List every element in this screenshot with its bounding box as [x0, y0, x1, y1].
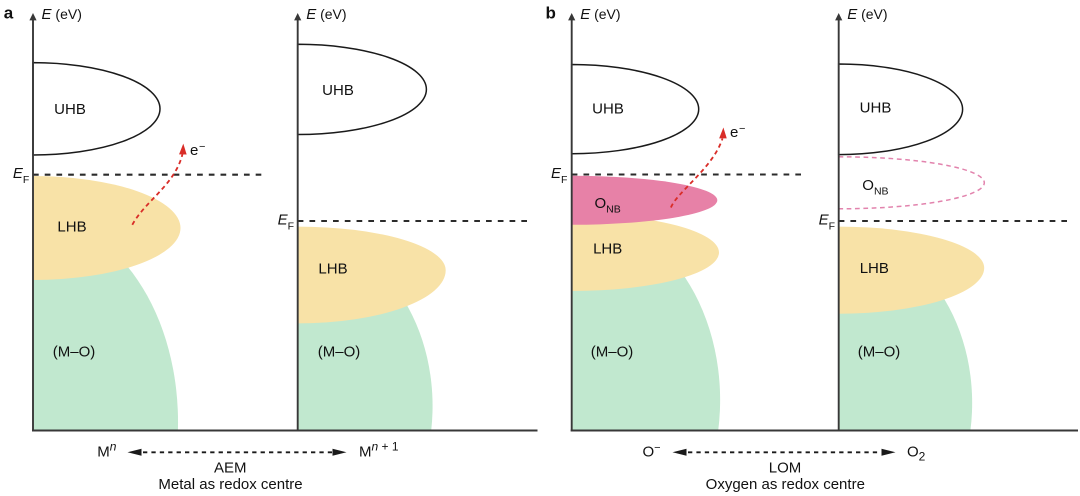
svg-text:e: e — [730, 124, 738, 141]
svg-text:b: b — [546, 4, 556, 23]
svg-text:(M–O): (M–O) — [53, 344, 96, 361]
svg-text:F: F — [561, 174, 567, 186]
svg-text:Oxygen as redox centre: Oxygen as redox centre — [706, 476, 865, 493]
svg-text:LHB: LHB — [318, 260, 347, 277]
svg-text:LOM: LOM — [769, 459, 802, 476]
svg-text:E (eV): E (eV) — [42, 6, 82, 23]
svg-text:UHB: UHB — [860, 100, 892, 117]
svg-text:−: − — [199, 141, 205, 153]
svg-text:UHB: UHB — [54, 101, 86, 118]
svg-text:E: E — [278, 212, 289, 229]
svg-text:E (eV): E (eV) — [847, 6, 887, 23]
svg-text:a: a — [4, 4, 14, 23]
svg-text:AEM: AEM — [214, 459, 247, 476]
svg-text:F: F — [288, 221, 294, 233]
svg-text:E (eV): E (eV) — [580, 6, 620, 23]
svg-text:UHB: UHB — [592, 101, 624, 118]
svg-text:−: − — [739, 123, 745, 135]
svg-text:e: e — [190, 142, 198, 159]
svg-text:F: F — [23, 174, 29, 186]
svg-text:E: E — [819, 212, 830, 229]
svg-text:(M–O): (M–O) — [591, 344, 634, 361]
svg-text:E (eV): E (eV) — [306, 6, 346, 23]
svg-text:F: F — [829, 221, 835, 233]
svg-text:LHB: LHB — [57, 218, 86, 235]
svg-text:Metal as redox centre: Metal as redox centre — [158, 476, 302, 493]
svg-text:LHB: LHB — [860, 260, 889, 277]
svg-text:LHB: LHB — [593, 241, 622, 258]
svg-text:E: E — [13, 165, 24, 182]
svg-text:(M–O): (M–O) — [858, 344, 901, 361]
svg-text:E: E — [551, 165, 562, 182]
svg-text:(M–O): (M–O) — [318, 344, 361, 361]
svg-text:UHB: UHB — [322, 82, 354, 99]
